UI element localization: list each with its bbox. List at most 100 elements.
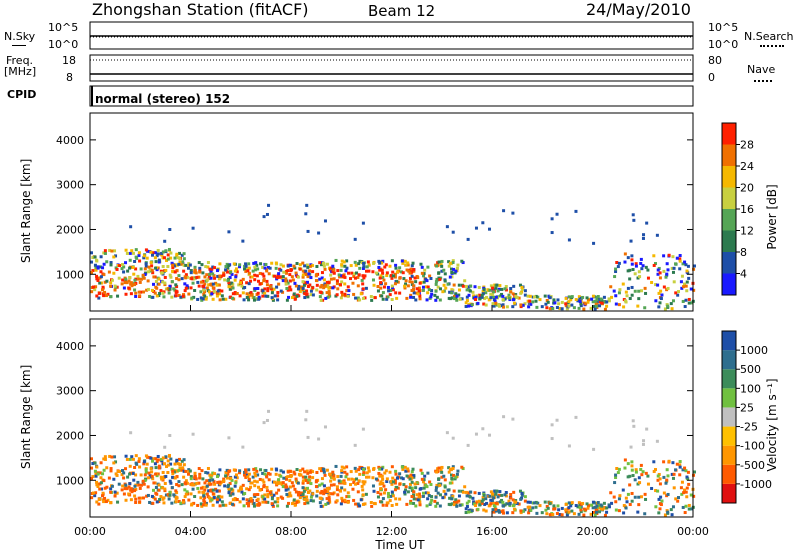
scatter-cell (198, 266, 202, 270)
scatter-cell (127, 286, 131, 290)
scatter-cell (255, 480, 259, 484)
scatter-cell (118, 264, 122, 268)
scatter-cell (334, 464, 338, 468)
scatter-cell (579, 302, 583, 306)
scatter-cell (282, 270, 286, 274)
scatter-cell (103, 280, 107, 284)
scatter-cell (182, 252, 186, 256)
scatter-cell (107, 270, 111, 274)
scatter-cell (292, 264, 296, 268)
scatter-cell (267, 203, 271, 207)
scatter-cell (163, 239, 167, 243)
scatter-cell (124, 454, 128, 458)
scatter-cell (665, 303, 669, 307)
scatter-cell (94, 268, 98, 272)
scatter-cell (337, 273, 341, 277)
scatter-cell (540, 511, 544, 515)
scatter-cell (168, 273, 172, 277)
scatter-cell (252, 501, 256, 505)
scatter-cell (617, 261, 621, 265)
scatter-cell (234, 498, 238, 502)
scatter-cell (466, 285, 470, 289)
scatter-cell (658, 507, 662, 511)
scatter-cell (315, 494, 319, 498)
scatter-cell (495, 283, 499, 287)
scatter-cell (422, 274, 426, 278)
scatter-cell (652, 460, 656, 464)
scatter-cell (244, 264, 248, 268)
scatter-cell (416, 292, 420, 296)
scatter-cell (152, 275, 156, 279)
scatter-cell (161, 462, 165, 466)
scatter-cell (378, 268, 382, 272)
scatter-cell (289, 268, 293, 272)
nsky-top-tick: 10^5 (48, 21, 79, 34)
scatter-cell (650, 486, 654, 490)
scatter-cell (106, 498, 110, 502)
scatter-cell (381, 297, 385, 301)
scatter-cell (287, 295, 291, 299)
scatter-cell (250, 481, 254, 485)
scatter-cell (409, 501, 413, 505)
scatter-cell (440, 475, 444, 479)
scatter-cell (100, 494, 104, 498)
scatter-cell (206, 265, 210, 269)
scatter-cell (270, 291, 274, 295)
scatter-cell (639, 257, 643, 261)
scatter-cell (134, 461, 138, 465)
scatter-cell (670, 307, 674, 311)
scatter-cell (443, 272, 447, 276)
scatter-cell (105, 485, 109, 489)
scatter-cell (95, 274, 99, 278)
scatter-cell (227, 491, 231, 495)
scatter-cell (94, 285, 98, 289)
scatter-cell (224, 503, 228, 507)
scatter-cell (139, 473, 143, 477)
scatter-cell (612, 289, 616, 293)
scatter-cell (182, 263, 186, 267)
scatter-cell (630, 285, 634, 289)
scatter-cell (335, 279, 339, 283)
scatter-cell (325, 497, 329, 501)
scatter-cell (340, 486, 344, 490)
scatter-cell (98, 291, 102, 295)
scatter-cell (461, 490, 465, 494)
scatter-cell (134, 500, 138, 504)
scatter-cell (455, 472, 459, 476)
colorbar-tick-label: 16 (740, 203, 754, 216)
scatter-cell (364, 492, 368, 496)
scatter-cell (433, 293, 437, 297)
scatter-cell (556, 298, 560, 302)
scatter-cell (448, 261, 452, 265)
scatter-cell (452, 473, 456, 477)
scatter-cell (491, 286, 495, 290)
scatter-cell (654, 283, 658, 287)
scatter-cell (151, 501, 155, 505)
scatter-cell (211, 503, 215, 507)
scatter-cell (298, 263, 302, 267)
scatter-cell (467, 293, 471, 297)
scatter-cell (247, 468, 251, 472)
scatter-cell (192, 295, 196, 299)
scatter-cell (367, 469, 371, 473)
scatter-cell (266, 289, 270, 293)
scatter-cell (504, 285, 508, 289)
scatter-cell (605, 300, 609, 304)
scatter-cell (266, 266, 270, 270)
scatter-cell (395, 502, 399, 506)
scatter-cell (662, 285, 666, 289)
scatter-cell (340, 259, 344, 263)
scatter-cell (134, 255, 138, 259)
scatter-cell (102, 262, 106, 266)
scatter-cell (347, 495, 351, 499)
scatter-cell (115, 267, 119, 271)
nave-label: Nave (747, 63, 776, 76)
scatter-cell (155, 500, 159, 504)
scatter-cell (389, 480, 393, 484)
scatter-cell (253, 493, 257, 497)
scatter-cell (193, 471, 197, 475)
scatter-cell (317, 437, 321, 441)
scatter-cell (101, 285, 105, 289)
scatter-cell (419, 262, 423, 266)
scatter-cell (322, 492, 326, 496)
